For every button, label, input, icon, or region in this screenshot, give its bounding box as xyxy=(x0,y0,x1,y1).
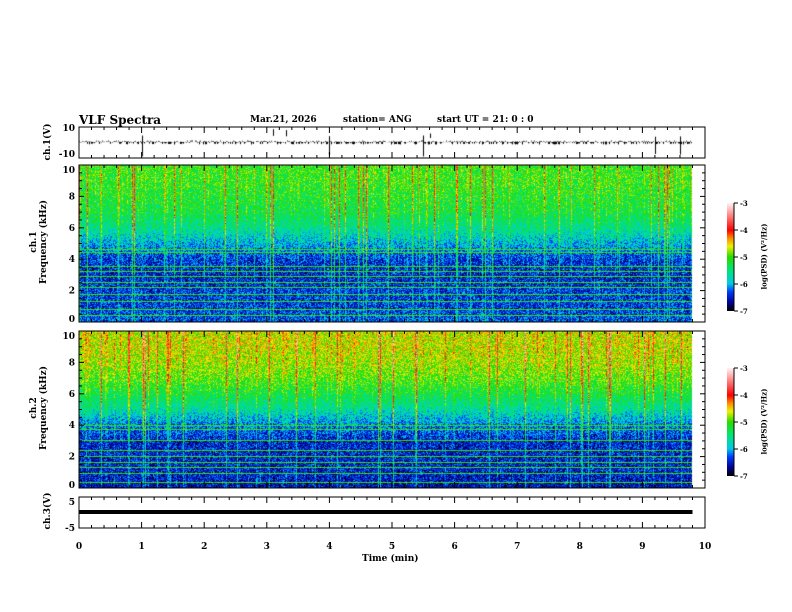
ch1-ytick-label: 10 xyxy=(62,166,75,176)
start-time-label: start UT = 21: 0 : 0 xyxy=(437,115,534,125)
x-tick-label: 7 xyxy=(514,542,520,552)
ch2-colorbar-label: log(PSD) (V²/Hz) xyxy=(759,388,769,455)
panel-frame-2 xyxy=(78,330,706,489)
colorbar-tick-label: -5 xyxy=(740,418,748,427)
x-tick-label: 8 xyxy=(577,542,583,552)
x-tick-label: 6 xyxy=(451,542,457,552)
x-tick-label: 2 xyxy=(201,542,207,552)
ch1-spectrogram-ylabel: ch.1 Frequency (kHz) xyxy=(29,197,49,287)
ch2-ylabel-line1: ch.2 xyxy=(29,397,39,419)
ch2-ytick-label: 10 xyxy=(62,332,75,342)
ch1-waveform-ylabel: ch.1(V) xyxy=(43,123,53,161)
ch1-ytick-label: -10 xyxy=(59,150,75,160)
ch2-colorbar xyxy=(727,368,734,476)
ch2-spectrogram xyxy=(79,331,705,488)
ch2-ytick-label: 4 xyxy=(69,421,75,431)
x-axis-label: Time (min) xyxy=(362,554,419,564)
station-label: station= ANG xyxy=(343,115,412,125)
figure-title: VLF Spectra xyxy=(79,113,162,127)
colorbar-tick-label: -6 xyxy=(740,280,748,289)
ch1-spectrogram xyxy=(79,165,705,322)
panel-frame-1 xyxy=(78,164,706,323)
ch1-colorbar-label: log(PSD) (V²/Hz) xyxy=(759,223,769,290)
x-tick-label: 4 xyxy=(326,542,332,552)
colorbar-tick-label: -5 xyxy=(740,253,748,262)
ch2-ytick-label: 6 xyxy=(69,390,75,400)
colorbar-tick-label: -4 xyxy=(740,391,748,400)
ch2-ytick-label: 0 xyxy=(69,481,75,491)
ch2-ylabel-line2: Frequency (kHz) xyxy=(39,366,49,451)
ch1-ylabel-line1: ch.1 xyxy=(29,231,39,253)
colorbar-tick-label: -7 xyxy=(740,472,748,481)
x-tick-label: 3 xyxy=(264,542,270,552)
ch1-ytick-label: 0 xyxy=(69,315,75,325)
colorbar-tick-label: -6 xyxy=(740,445,748,454)
x-tick-label: 5 xyxy=(389,542,395,552)
ch1-ytick-label: 8 xyxy=(69,192,75,202)
ch3-ytick-label: 5 xyxy=(69,498,75,508)
x-tick-label: 9 xyxy=(639,542,645,552)
colorbar-tick-label: -4 xyxy=(740,226,748,235)
x-tick-label: 1 xyxy=(138,542,144,552)
colorbar-tick-label: -3 xyxy=(740,199,748,208)
ch1-ytick-label: 10 xyxy=(62,124,75,134)
x-tick-label: 10 xyxy=(699,542,712,552)
ch1-ytick-label: 2 xyxy=(69,287,75,297)
ch1-ytick-label: 6 xyxy=(69,224,75,234)
ch2-ytick-label: 2 xyxy=(69,453,75,463)
ch1-colorbar xyxy=(727,203,734,311)
date-label: Mar.21, 2026 xyxy=(250,115,317,125)
ch2-ytick-label: 8 xyxy=(69,358,75,368)
ch3-waveform-ylabel: ch.3(V) xyxy=(43,492,53,530)
colorbar-tick-label: -3 xyxy=(740,364,748,373)
ch2-spectrogram-ylabel: ch.2 Frequency (kHz) xyxy=(29,363,49,453)
ch3-ytick-label: -5 xyxy=(65,524,75,534)
ch1-ylabel-line2: Frequency (kHz) xyxy=(39,200,49,285)
ch1-ytick-label: 4 xyxy=(69,255,75,265)
colorbar-tick-label: -7 xyxy=(740,307,748,316)
x-tick-label: 0 xyxy=(76,542,82,552)
